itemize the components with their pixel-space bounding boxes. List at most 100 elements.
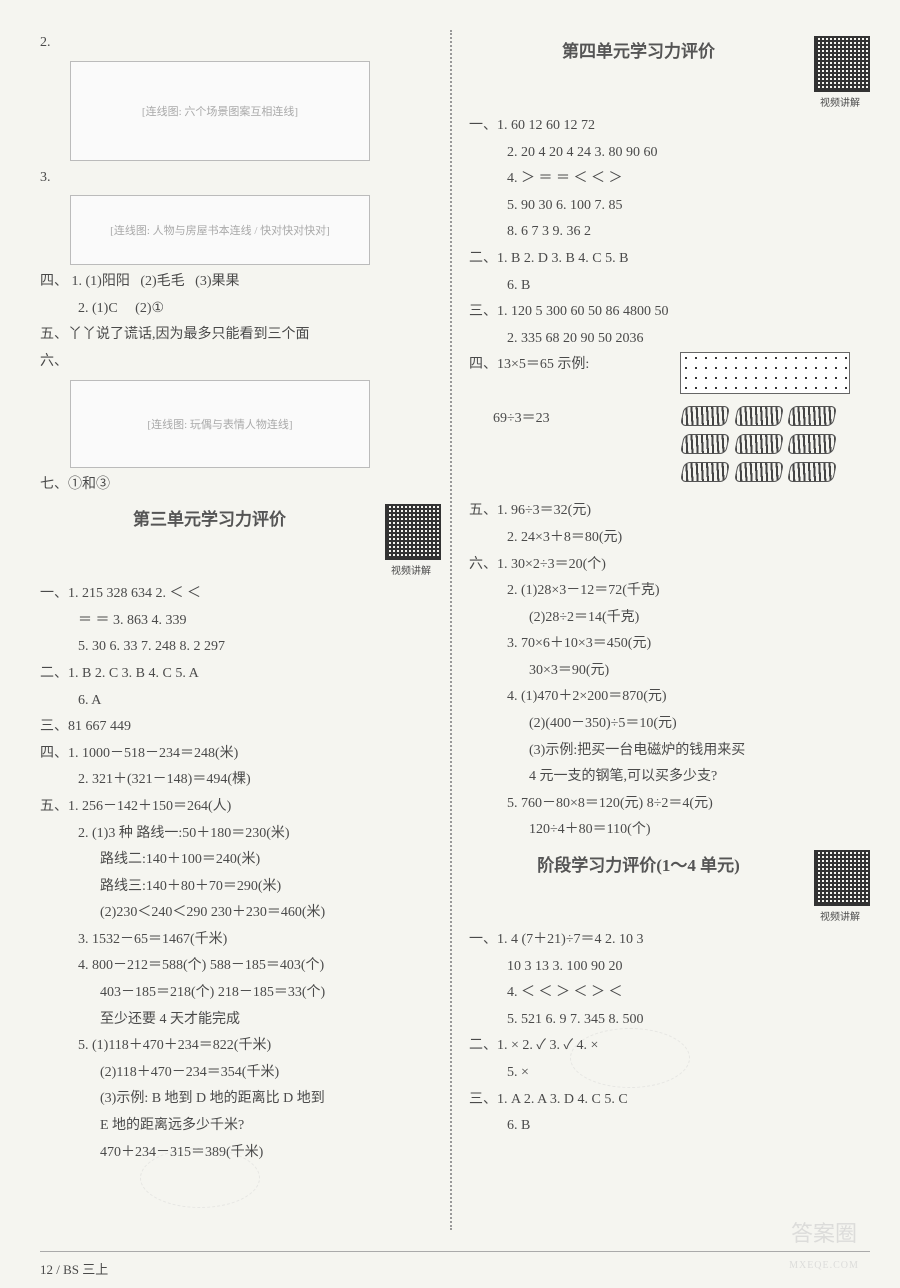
u4-5-head: 五、 bbox=[469, 503, 497, 518]
u4-6-2b: (2)28÷2＝14(千克) bbox=[469, 605, 870, 632]
u4-6-4c: (3)示例:把买一台电磁炉的钱用来买 bbox=[469, 738, 870, 765]
u4-1-8: 8. 6 7 3 9. 36 2 bbox=[469, 219, 870, 246]
u3-5-2b: 路线二:140＋100＝240(米) bbox=[40, 847, 441, 874]
section-6-head: 六、 bbox=[40, 354, 68, 369]
u3-5-5b: (2)118＋470－234＝354(千米) bbox=[40, 1060, 441, 1087]
s4-1-1: (1)阳阳 bbox=[86, 274, 130, 289]
s4-2-2: (2)① bbox=[135, 301, 164, 316]
st-1-4: 4. ＜ ＜ ＞ ＜ ＞ ＜ bbox=[469, 980, 870, 1007]
bundle-icon bbox=[787, 406, 837, 426]
u4-6-4d: 4 元一支的钢笔,可以买多少支? bbox=[469, 764, 870, 791]
s4-2-prefix: 2. bbox=[78, 301, 89, 316]
u3-4-head: 四、 bbox=[40, 746, 68, 761]
u4-3-1: 1. 120 5 300 60 50 86 4800 50 bbox=[497, 304, 669, 319]
u3-5-5d: E 地的距离远多少千米? bbox=[40, 1113, 441, 1140]
section-5: 五、丫丫说了谎话,因为最多只能看到三个面 bbox=[40, 322, 441, 349]
u4-1-4: 4. ＞ ＝ ＝ ＜ ＜ ＞ bbox=[469, 166, 870, 193]
u4-5-2: 2. 24×3＋8＝80(元) bbox=[469, 525, 870, 552]
u3-5-2c: 路线三:140＋80＋70＝290(米) bbox=[40, 874, 441, 901]
u4-6-4b: (2)(400－350)÷5＝10(元) bbox=[469, 711, 870, 738]
st-1-head: 一、 bbox=[469, 932, 497, 947]
s4-1-prefix: 1. bbox=[72, 274, 83, 289]
stage-title: 阶段学习力评价(1～4 单元) bbox=[469, 850, 870, 882]
u3-5-5a: 5. (1)118＋470＋234＝822(千米) bbox=[40, 1033, 441, 1060]
u4-3-2: 2. 335 68 20 90 50 2036 bbox=[469, 326, 870, 353]
watermark-text: 答案圈 bbox=[791, 1221, 857, 1246]
u4-2-6: 6. B bbox=[469, 273, 870, 300]
u4-6-5a: 5. 760－80×8＝120(元) 8÷2＝4(元) bbox=[469, 791, 870, 818]
u3-1-1: 1. 215 328 634 2. ＜ ＜ bbox=[68, 586, 201, 601]
qr-label: 视频讲解 bbox=[810, 94, 870, 113]
item-2-label: 2. bbox=[40, 35, 51, 50]
matching-diagram-3: [连线图: 人物与房屋书本连线 / 快对快对快对] bbox=[70, 195, 370, 265]
st-1-1b: 10 3 13 3. 100 90 20 bbox=[469, 954, 870, 981]
u4-6-3b: 30×3＝90(元) bbox=[469, 658, 870, 685]
bundle-icon bbox=[680, 406, 730, 426]
u4-5-1: 1. 96÷3＝32(元) bbox=[497, 503, 591, 518]
st-3-1: 1. A 2. A 3. D 4. C 5. C bbox=[497, 1092, 628, 1107]
u3-1-1b: ＝ ＝ 3. 863 4. 339 bbox=[40, 608, 441, 635]
u4-6-3a: 3. 70×6＋10×3＝450(元) bbox=[469, 631, 870, 658]
u3-4-2: 2. 321＋(321－148)＝494(棵) bbox=[40, 767, 441, 794]
s4-1-3: (3)果果 bbox=[195, 274, 239, 289]
u4-6-head: 六、 bbox=[469, 557, 497, 572]
u4-1-2: 2. 20 4 20 4 24 3. 80 90 60 bbox=[469, 140, 870, 167]
st-2-5: 5. × bbox=[469, 1060, 870, 1087]
st-1-1: 1. 4 (7＋21)÷7＝4 2. 10 3 bbox=[497, 932, 644, 947]
u4-3-head: 三、 bbox=[469, 304, 497, 319]
u3-5-4b: 403－185＝218(个) 218－185＝33(个) bbox=[40, 980, 441, 1007]
qr-code-icon bbox=[814, 36, 870, 92]
column-divider bbox=[450, 30, 452, 1230]
u3-5-3: 3. 1532－65＝1467(千米) bbox=[40, 927, 441, 954]
qr-label: 视频讲解 bbox=[810, 908, 870, 927]
unit4-title: 第四单元学习力评价 bbox=[469, 36, 870, 68]
u3-5-2d: (2)230＜240＜290 230＋230＝460(米) bbox=[40, 900, 441, 927]
u4-6-5b: 120÷4＋80＝110(个) bbox=[469, 817, 870, 844]
u4-6-2a: 2. (1)28×3－12＝72(千克) bbox=[469, 578, 870, 605]
left-column: 2. [连线图: 六个场景图案互相连线] 3. [连线图: 人物与房屋书本连线 … bbox=[40, 30, 449, 1230]
bundle-icon bbox=[733, 462, 783, 482]
u3-4-1: 1. 1000－518－234＝248(米) bbox=[68, 746, 238, 761]
u4-6-1: 1. 30×2÷3＝20(个) bbox=[497, 557, 606, 572]
u3-2-1: 1. B 2. C 3. B 4. C 5. A bbox=[68, 666, 199, 681]
matching-diagram-2: [连线图: 六个场景图案互相连线] bbox=[70, 61, 370, 161]
s4-1-2: (2)毛毛 bbox=[140, 274, 184, 289]
u4-2-head: 二、 bbox=[469, 251, 497, 266]
st-1-5: 5. 521 6. 9 7. 345 8. 500 bbox=[469, 1007, 870, 1034]
bundle-icon bbox=[680, 434, 730, 454]
section-7: 七、①和③ bbox=[40, 472, 441, 499]
u3-5-5c: (3)示例: B 地到 D 地的距离比 D 地到 bbox=[40, 1086, 441, 1113]
footer-rule bbox=[40, 1251, 870, 1258]
st-2-head: 二、 bbox=[469, 1038, 497, 1053]
u4-4-a: 四、13×5＝65 示例: bbox=[469, 357, 589, 372]
s4-2-1: (1)C bbox=[92, 301, 118, 316]
qr-code-icon bbox=[814, 850, 870, 906]
u3-2-6: 6. A bbox=[40, 688, 441, 715]
u4-6-4a: 4. (1)470＋2×200＝870(元) bbox=[469, 684, 870, 711]
section-4-head: 四、 bbox=[40, 274, 68, 289]
bundle-diagram bbox=[680, 352, 870, 488]
st-3-6: 6. B bbox=[469, 1113, 870, 1140]
right-column: 第四单元学习力评价 视频讲解 一、 1. 60 12 60 12 72 2. 20… bbox=[461, 30, 870, 1230]
qr-code-icon bbox=[385, 504, 441, 560]
u3-5-1: 1. 256－142＋150＝264(人) bbox=[68, 799, 231, 814]
watermark-subtext: MXEQE.COM bbox=[789, 1260, 859, 1271]
u3-5-4a: 4. 800－212＝588(个) 588－185＝403(个) bbox=[40, 953, 441, 980]
st-2-1: 1. × 2. ✓ 3. ✓ 4. × bbox=[497, 1038, 598, 1053]
u3-5-5e: 470＋234－315＝389(千米) bbox=[40, 1140, 441, 1167]
dot-grid-icon bbox=[680, 352, 850, 394]
u3-3: 三、81 667 449 bbox=[40, 714, 441, 741]
u3-2-head: 二、 bbox=[40, 666, 68, 681]
u4-1-1: 1. 60 12 60 12 72 bbox=[497, 118, 595, 133]
bundle-icon bbox=[733, 434, 783, 454]
u3-1-5: 5. 30 6. 33 7. 248 8. 2 297 bbox=[40, 634, 441, 661]
u4-1-5: 5. 90 30 6. 100 7. 85 bbox=[469, 193, 870, 220]
u4-2-1: 1. B 2. D 3. B 4. C 5. B bbox=[497, 251, 628, 266]
bundle-icon bbox=[733, 406, 783, 426]
u3-5-2a: 2. (1)3 种 路线一:50＋180＝230(米) bbox=[40, 821, 441, 848]
page-footer: 12 / BS 三上 bbox=[40, 1259, 108, 1278]
bundle-icon bbox=[680, 462, 730, 482]
unit3-title: 第三单元学习力评价 bbox=[40, 504, 441, 536]
bundle-icon bbox=[787, 434, 837, 454]
qr-label: 视频讲解 bbox=[381, 562, 441, 581]
